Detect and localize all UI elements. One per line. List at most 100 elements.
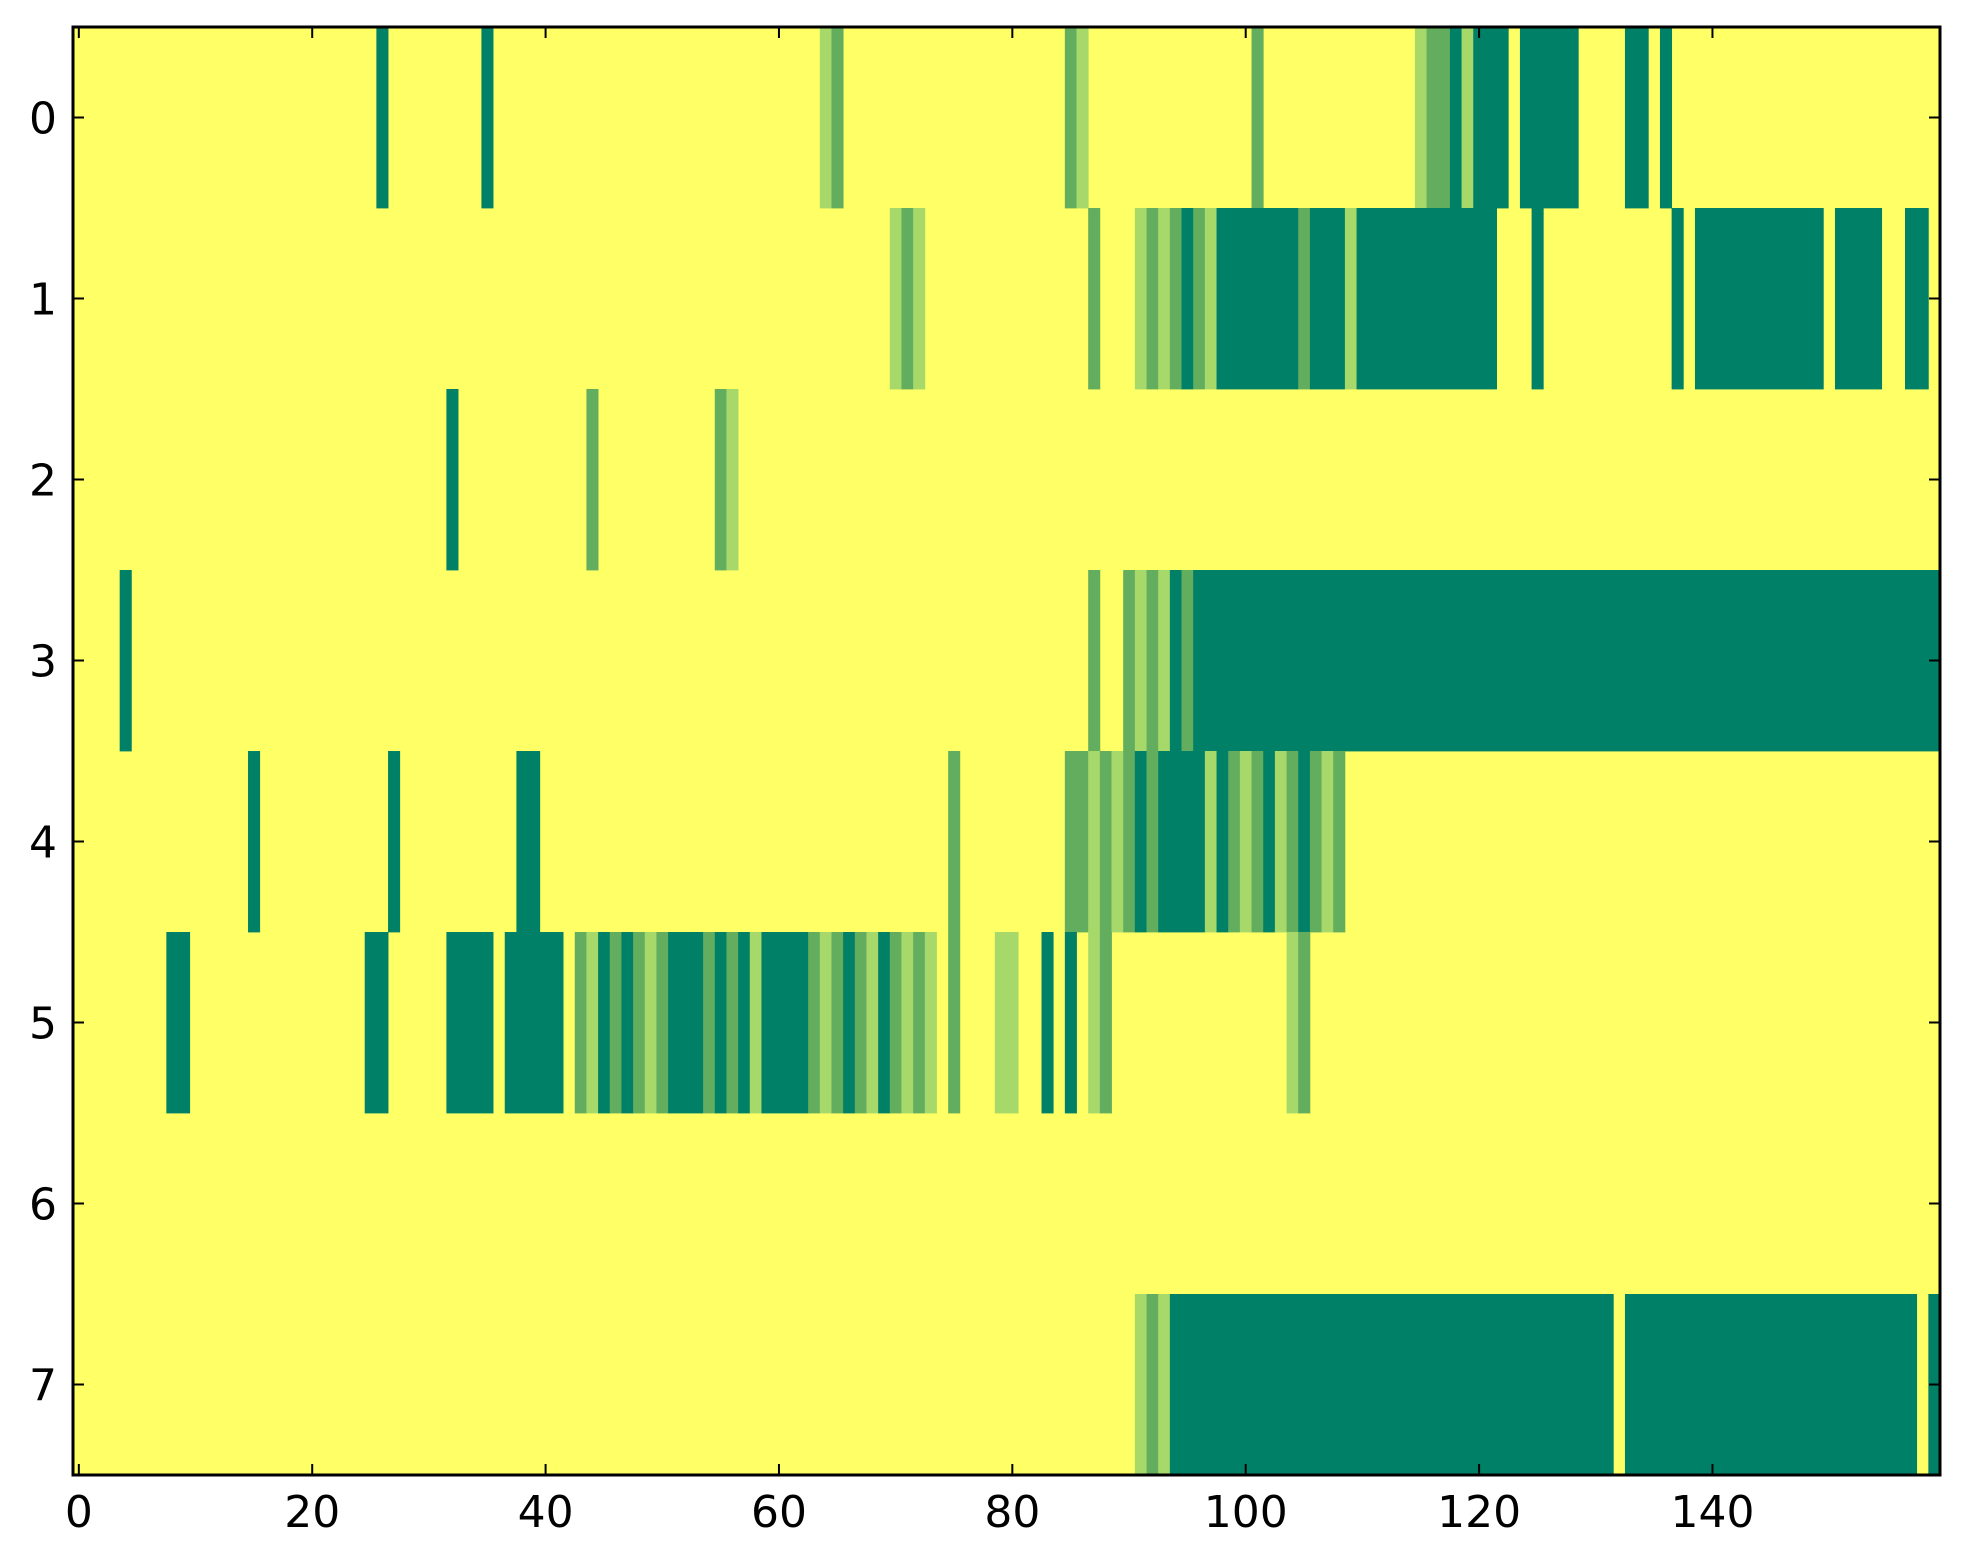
heatmap-cell xyxy=(1298,932,1311,1114)
heatmap-cell xyxy=(1134,1294,1147,1476)
heatmap-cell xyxy=(1426,27,1451,209)
heatmap-cell xyxy=(376,27,389,209)
y-tick-label: 4 xyxy=(29,818,57,869)
heatmap-cell xyxy=(831,27,844,209)
heatmap-cell xyxy=(913,932,926,1114)
y-axis: 0 1 2 3 4 5 6 7 xyxy=(29,94,1940,1412)
heatmap-cell xyxy=(1671,208,1684,390)
heatmap-cell xyxy=(924,932,937,1114)
heatmap-cell xyxy=(1298,208,1311,390)
heatmap-cell xyxy=(668,932,704,1114)
heatmap-cell xyxy=(1834,208,1883,390)
heatmap-cell xyxy=(866,932,879,1114)
heatmap-cell xyxy=(1309,751,1322,933)
heatmap-cell xyxy=(901,208,914,390)
heatmap-cell xyxy=(1286,751,1299,933)
heatmap-cell xyxy=(1158,751,1171,933)
heatmap-cell xyxy=(1158,570,1171,752)
heatmap-cell xyxy=(913,208,926,390)
y-tick-label: 5 xyxy=(29,999,57,1050)
heatmap-cell xyxy=(714,389,727,571)
heatmap-cell xyxy=(1298,751,1311,933)
heatmap-cell xyxy=(1659,27,1673,209)
heatmap-cell xyxy=(633,932,646,1114)
heatmap-cell xyxy=(656,932,669,1114)
heatmap-cell xyxy=(1146,570,1159,752)
heatmap-cell xyxy=(726,932,739,1114)
heatmap-cell xyxy=(621,932,634,1114)
heatmap-cell xyxy=(1204,751,1217,933)
heatmap-cell xyxy=(843,932,856,1114)
heatmap-cell xyxy=(1216,751,1229,933)
heatmap-cell xyxy=(644,932,657,1114)
heatmap-cell xyxy=(1123,570,1136,752)
heatmap-cell xyxy=(831,932,844,1114)
heatmap-cell xyxy=(1064,27,1077,209)
y-tick-label: 0 xyxy=(29,94,57,145)
heatmap-row-background xyxy=(73,751,1941,933)
heatmap-cell xyxy=(1088,570,1101,752)
heatmap-cell xyxy=(1449,27,1462,209)
heatmap-cell xyxy=(1088,751,1101,933)
heatmap-cell xyxy=(1146,751,1159,933)
heatmap-cell xyxy=(808,932,821,1114)
x-tick-label: 140 xyxy=(1670,1487,1754,1538)
heatmap-cell xyxy=(1169,570,1182,752)
heatmap-cell xyxy=(1169,208,1182,390)
heatmap-cell xyxy=(574,932,587,1114)
heatmap-cell xyxy=(1064,932,1077,1114)
heatmap-cell xyxy=(1251,27,1264,209)
heatmap-cell xyxy=(714,932,727,1114)
heatmap-row-background xyxy=(73,208,1941,390)
heatmap-cell xyxy=(1624,27,1649,209)
heatmap-cell xyxy=(1414,27,1427,209)
heatmap-row-background xyxy=(73,389,1941,571)
heatmap-cell xyxy=(1333,751,1346,933)
heatmap-cell xyxy=(1216,208,1299,390)
heatmap-cell xyxy=(1344,208,1357,390)
heatmap-cell xyxy=(1099,751,1112,933)
heatmap-row-background xyxy=(73,1113,1941,1295)
heatmap-cell xyxy=(1099,932,1112,1114)
heatmap-cell xyxy=(1111,751,1124,933)
heatmap-cell xyxy=(878,932,891,1114)
heatmap-cell xyxy=(388,751,401,933)
heatmap-cell xyxy=(1064,751,1089,933)
y-tick-label: 1 xyxy=(29,275,57,326)
x-tick-label: 40 xyxy=(518,1487,574,1538)
heatmap-cell xyxy=(516,751,541,933)
heatmap-cell xyxy=(1251,751,1264,933)
heatmap-cell xyxy=(1088,932,1101,1114)
heatmap-cell xyxy=(1274,751,1287,933)
heatmap-cell xyxy=(1134,570,1147,752)
heatmap-cell xyxy=(1146,1294,1159,1476)
x-tick-label: 80 xyxy=(984,1487,1040,1538)
heatmap-cell xyxy=(726,389,739,571)
heatmap-cell xyxy=(1904,208,1929,390)
heatmap-cell xyxy=(1088,208,1101,390)
heatmap-cell xyxy=(1624,1294,1918,1476)
x-axis: 0 20 40 60 80 100 120 140 xyxy=(65,27,1754,1538)
heatmap-cell xyxy=(738,932,751,1114)
heatmap-cell xyxy=(854,932,867,1114)
x-tick-label: 100 xyxy=(1204,1487,1288,1538)
heatmap-cell xyxy=(1181,208,1194,390)
heatmap-cell xyxy=(1123,751,1136,933)
heatmap-cell xyxy=(598,932,611,1114)
heatmap-cell xyxy=(1531,208,1544,390)
heatmap-cell xyxy=(703,932,716,1114)
x-tick-label: 120 xyxy=(1437,1487,1521,1538)
heatmap-cell xyxy=(1193,208,1206,390)
heatmap-cell xyxy=(819,27,832,209)
heatmap-cell xyxy=(1158,208,1171,390)
heatmap-cell xyxy=(481,27,494,209)
heatmap-cell xyxy=(901,932,914,1114)
heatmap-cell xyxy=(446,932,494,1114)
heatmap-cell xyxy=(166,932,191,1114)
heatmap-cell xyxy=(1169,1294,1614,1476)
x-tick-label: 20 xyxy=(284,1487,340,1538)
heatmap-cell xyxy=(948,751,961,933)
heatmap-cell xyxy=(1041,932,1054,1114)
heatmap-cell xyxy=(1473,27,1509,209)
